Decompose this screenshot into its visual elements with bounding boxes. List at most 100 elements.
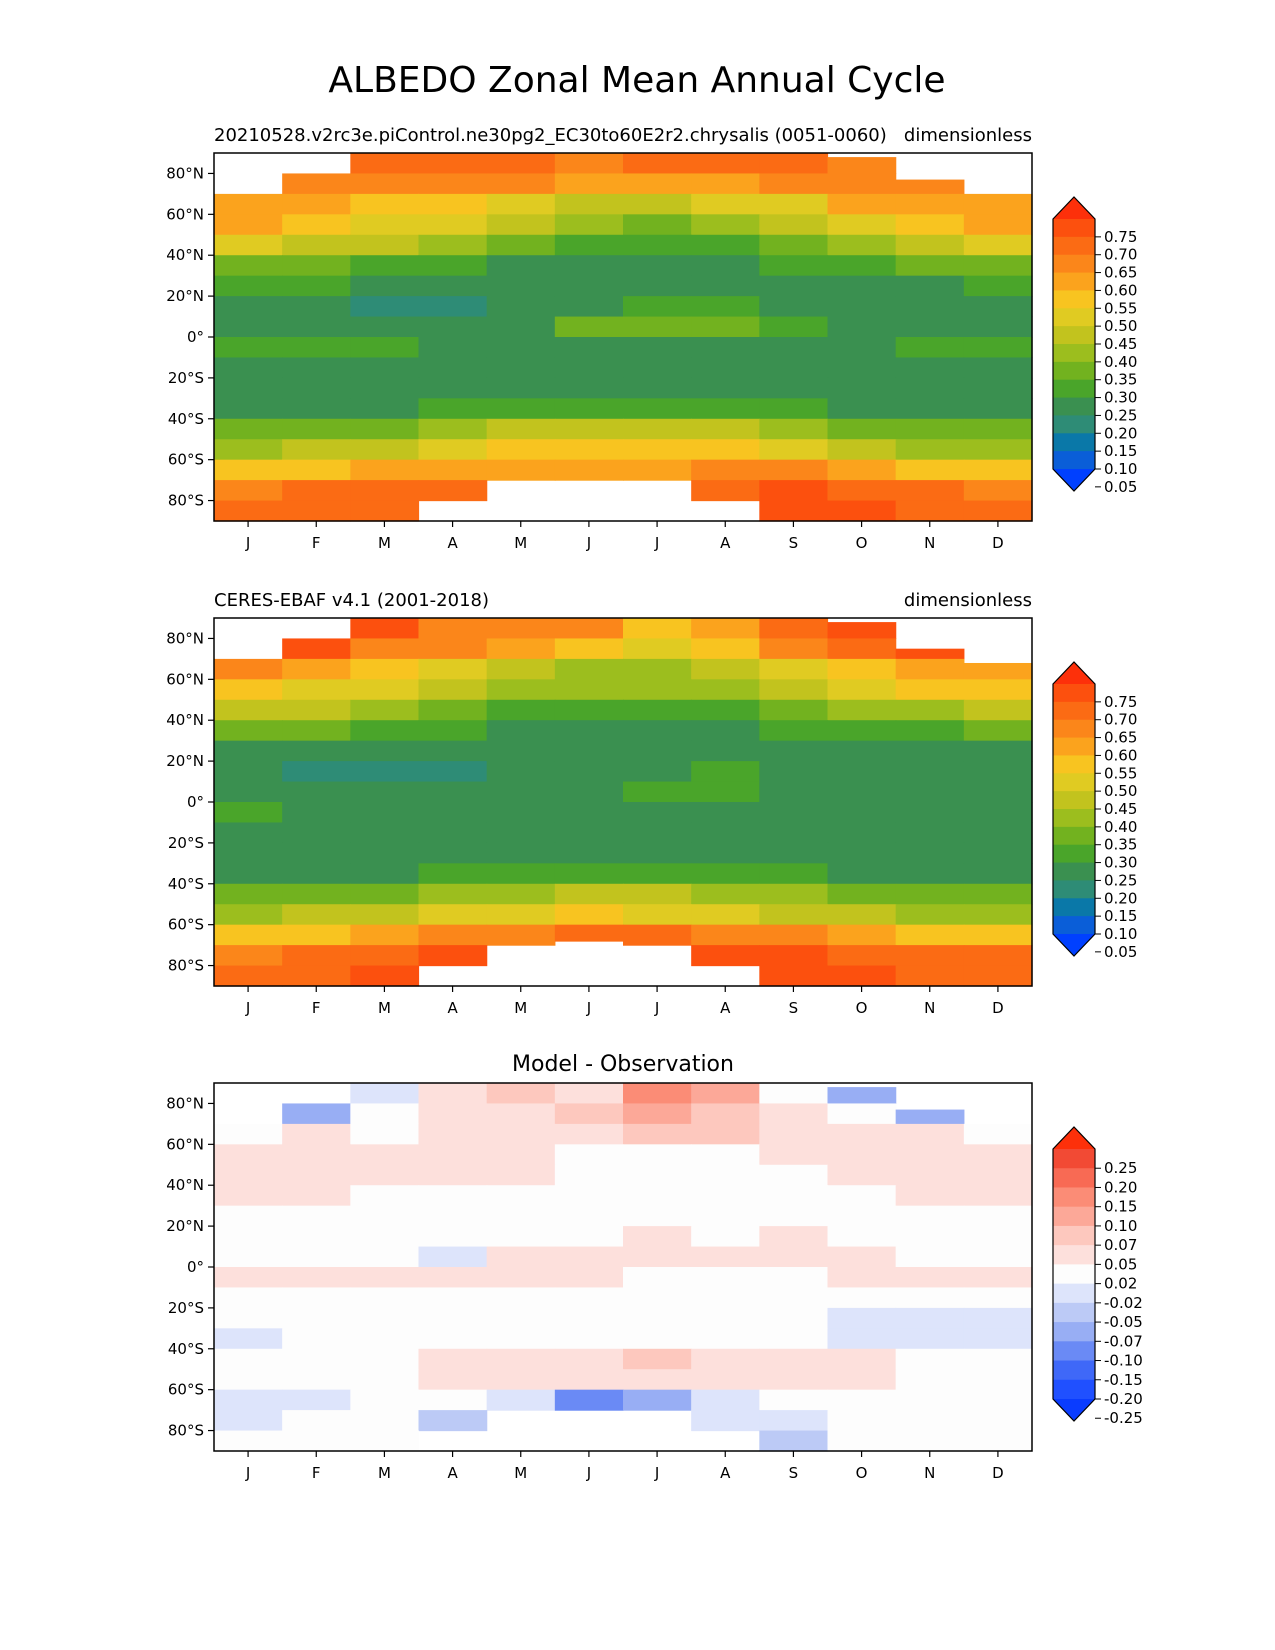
colorbar: 0.750.700.650.600.550.500.450.400.350.30…	[1052, 661, 1137, 961]
heatmap-cell	[554, 679, 624, 701]
heatmap-cell	[486, 173, 556, 195]
heatmap-cell	[827, 1307, 897, 1329]
heatmap-cell	[895, 234, 965, 256]
colorbar-tick-label: 0.50	[1104, 782, 1137, 800]
heatmap-cell	[963, 1389, 1033, 1411]
heatmap-cell	[214, 802, 283, 824]
heatmap-cell	[827, 1287, 897, 1309]
heatmap-cell	[214, 459, 283, 481]
colorbar-extend-bottom	[1053, 1399, 1095, 1421]
y-tick-label: 0°	[187, 793, 204, 811]
heatmap-cell	[350, 1410, 420, 1432]
heatmap-cell	[963, 1369, 1033, 1391]
heatmap-cell	[554, 904, 624, 926]
heatmap-cell	[418, 822, 488, 844]
heatmap-cell	[214, 296, 283, 318]
heatmap-cell	[282, 316, 351, 338]
heatmap-cell	[895, 924, 965, 946]
heatmap-cell	[214, 924, 283, 946]
heatmap-cell	[623, 1226, 692, 1248]
heatmap-cell	[623, 699, 692, 721]
colorbar-tick-label: 0.02	[1104, 1275, 1137, 1293]
y-tick-label: 60°N	[166, 205, 204, 223]
x-tick-label: M	[514, 534, 527, 552]
heatmap-cell	[350, 1389, 420, 1411]
heatmap-cell	[554, 296, 624, 318]
heatmap-cell	[486, 459, 556, 481]
heatmap-cell	[691, 740, 760, 762]
heatmap-cell	[623, 1185, 692, 1207]
x-tick-label: D	[992, 999, 1004, 1017]
heatmap-cell	[623, 1164, 692, 1186]
heatmap-cell	[963, 679, 1033, 701]
heatmap-cell	[418, 618, 488, 640]
heatmap-cell	[895, 377, 965, 399]
colorbar-tick-label: 0.07	[1104, 1236, 1137, 1254]
heatmap-cell	[486, 699, 556, 721]
heatmap-cell	[350, 904, 420, 926]
heatmap-cell	[759, 1226, 829, 1248]
heatmap-cell	[554, 1307, 624, 1329]
heatmap-cell	[282, 1164, 351, 1186]
heatmap-cell	[963, 234, 1033, 256]
heatmap-cell	[963, 1185, 1033, 1207]
heatmap-cell	[418, 234, 488, 256]
heatmap-cell	[214, 699, 283, 721]
heatmap-cell	[282, 1185, 351, 1207]
y-tick-label: 20°N	[166, 287, 204, 305]
heatmap-cell	[214, 883, 283, 905]
colorbar-extend-top	[1053, 662, 1095, 684]
heatmap-cell	[759, 1307, 829, 1329]
heatmap-cell	[418, 1164, 488, 1186]
heatmap-cell	[282, 480, 351, 502]
heatmap-cell	[623, 679, 692, 701]
heatmap-cell	[214, 337, 283, 359]
heatmap-cell	[418, 1205, 488, 1227]
heatmap-cell	[554, 740, 624, 762]
heatmap-cell	[623, 1328, 692, 1350]
heatmap-cell	[895, 357, 965, 379]
heatmap-cell	[282, 1144, 351, 1166]
heatmap-cell	[350, 1246, 420, 1268]
heatmap-cell	[895, 1246, 965, 1268]
heatmap-cell	[963, 1164, 1033, 1186]
heatmap-cell	[623, 337, 692, 359]
heatmap-cell	[486, 1287, 556, 1309]
heatmap-cell	[759, 1103, 829, 1125]
heatmap-cell	[963, 193, 1033, 215]
heatmap-cell	[759, 316, 829, 338]
heatmap-cell	[554, 234, 624, 256]
colorbar-bin	[1053, 379, 1095, 399]
colorbar-tick-label: 0.15	[1104, 1198, 1137, 1216]
heatmap-cell	[282, 173, 351, 195]
y-tick-label: 60°N	[166, 670, 204, 688]
heatmap-cell	[282, 658, 351, 680]
heatmap-cell	[759, 439, 829, 461]
heatmap-cell	[691, 1144, 760, 1166]
heatmap-cell	[282, 214, 351, 236]
heatmap-cell	[827, 904, 897, 926]
heatmap-cell	[623, 822, 692, 844]
heatmap-cell	[554, 1348, 624, 1370]
heatmap-cell	[827, 1410, 897, 1432]
heatmap-cell	[554, 316, 624, 338]
heatmap-cell	[827, 945, 897, 967]
colorbar-bin	[1053, 1168, 1095, 1188]
heatmap-cell	[827, 781, 897, 803]
heatmap-cell	[963, 275, 1033, 297]
heatmap-cell	[759, 234, 829, 256]
heatmap-cell	[895, 1205, 965, 1227]
heatmap-cell	[691, 924, 760, 946]
heatmap-cell	[827, 357, 897, 379]
heatmap-cell	[554, 1144, 624, 1166]
heatmap-cell	[895, 1389, 965, 1411]
heatmap-cell	[827, 822, 897, 844]
heatmap-cell	[418, 173, 488, 195]
heatmap-cell	[963, 1246, 1033, 1268]
heatmap-cell	[895, 720, 965, 742]
colorbar-bin	[1053, 254, 1095, 274]
heatmap-cell	[827, 761, 897, 783]
heatmap-cell	[691, 761, 760, 783]
heatmap-cell	[895, 255, 965, 277]
heatmap-cell	[554, 658, 624, 680]
